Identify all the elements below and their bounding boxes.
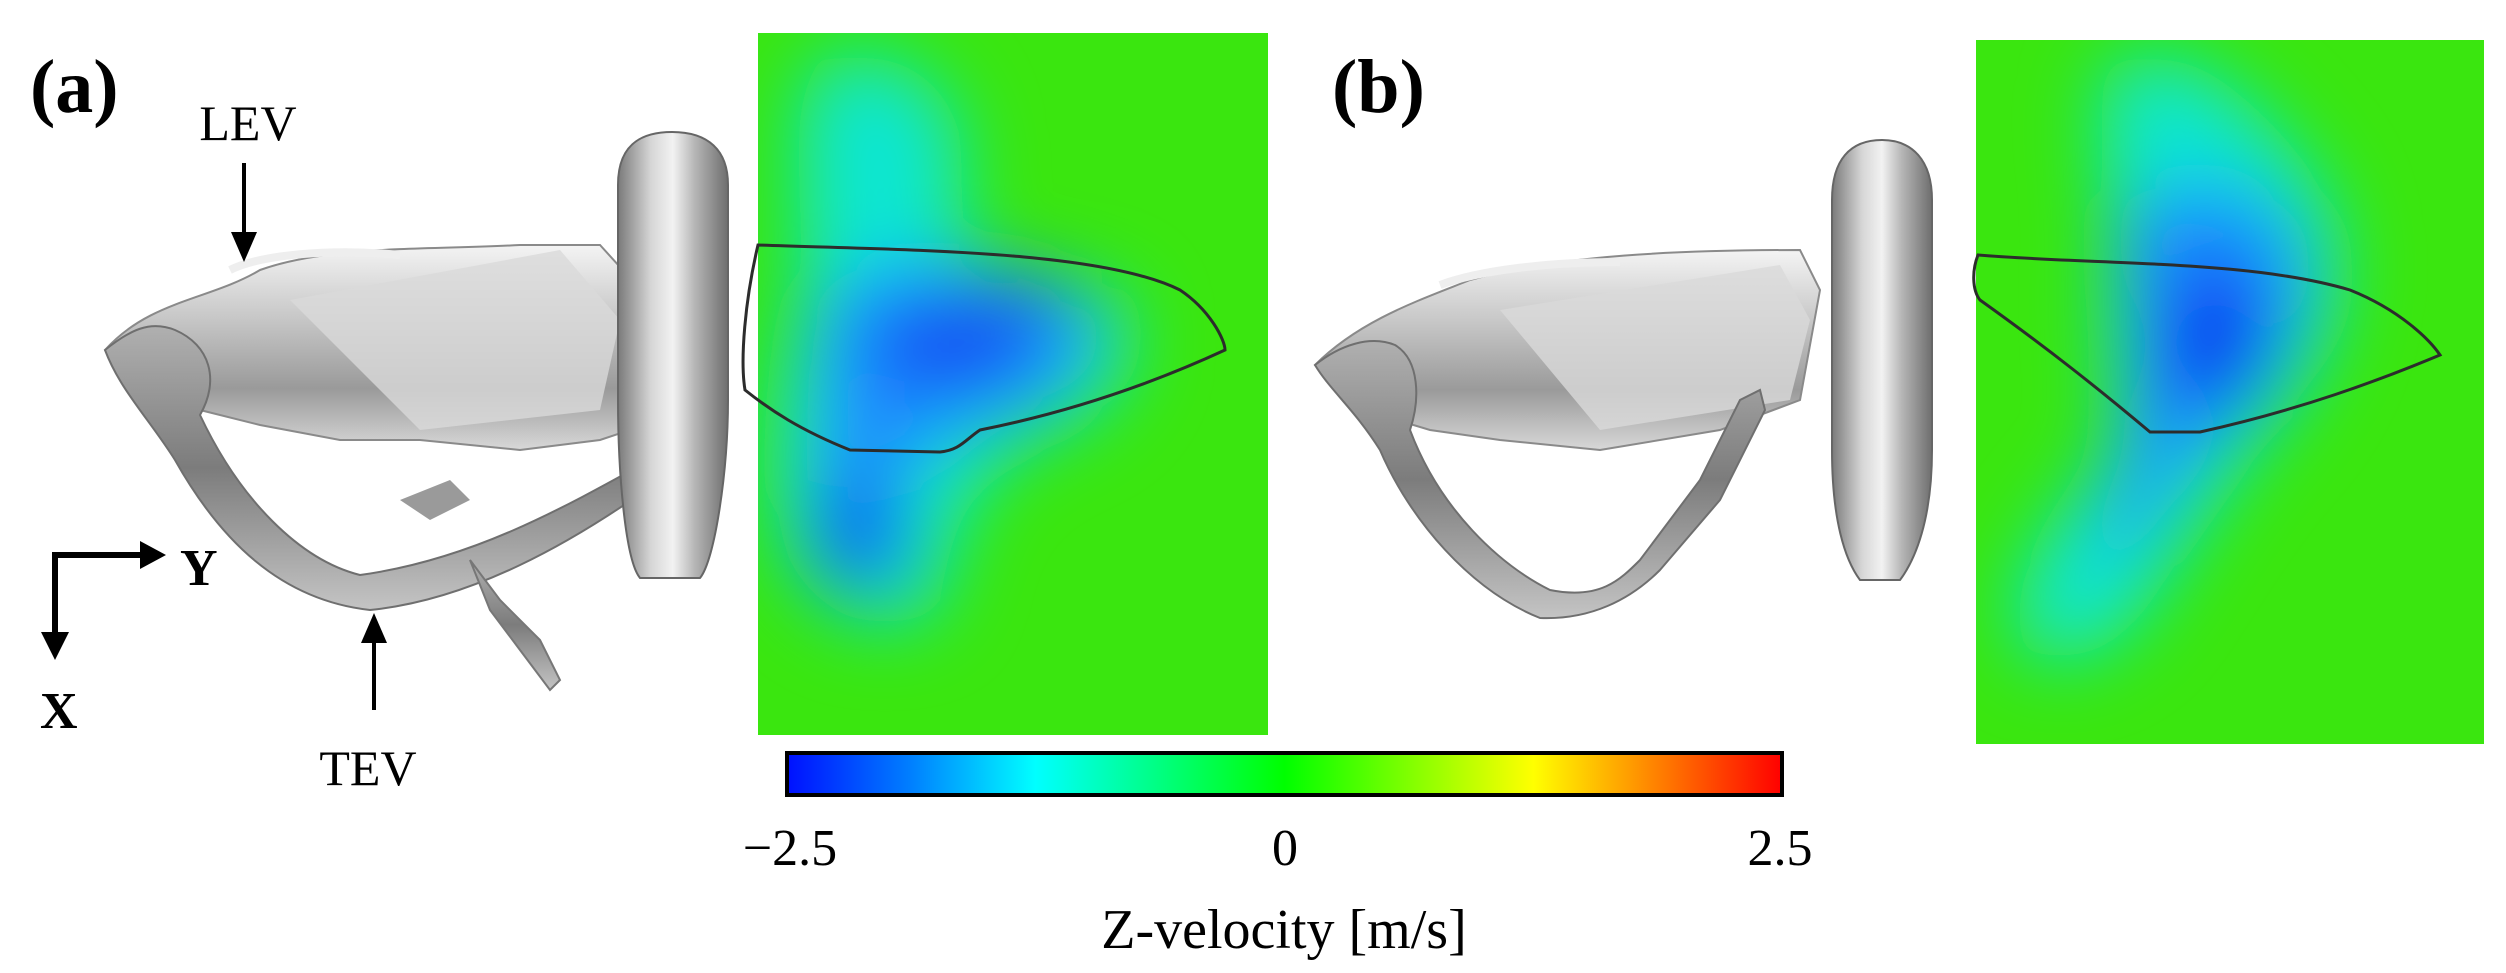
colorbar-gradient [785, 751, 1784, 797]
colorbar-title: Z-velocity [m/s] [1101, 899, 1466, 961]
panel-b-contour-map [1976, 40, 2484, 744]
panel-a-wing-outline [741, 243, 1227, 454]
colorbar-tick-mid: 0 [1272, 820, 1298, 877]
colorbar-tick-max: 2.5 [1748, 820, 1813, 877]
lev-label: LEV [199, 95, 296, 151]
panel-a-contour-map [758, 33, 1268, 735]
lev-arrow [231, 163, 257, 262]
panel-b: (b) [1313, 40, 2484, 744]
panel-b-wing-outline [1972, 253, 2443, 434]
panel-b-body [1831, 138, 1933, 581]
panel-a-label: (a) [30, 45, 119, 129]
panel-a: (a) LEV TEV [30, 33, 1268, 796]
axis-x-label: X [40, 683, 78, 740]
panel-a-vortex-structure [103, 244, 662, 692]
tev-label: TEV [319, 740, 416, 796]
panel-b-label: (b) [1332, 45, 1425, 129]
tev-arrow [361, 613, 387, 710]
axis-y-label: Y [180, 540, 218, 597]
colorbar-tick-min: −2.5 [743, 820, 837, 877]
panel-b-vortex-structure [1313, 248, 1822, 620]
panel-a-body [617, 130, 729, 579]
colorbar: −2.5 0 2.5 Z-velocity [m/s] [743, 751, 1813, 961]
axes-indicator: Y X [40, 540, 218, 740]
